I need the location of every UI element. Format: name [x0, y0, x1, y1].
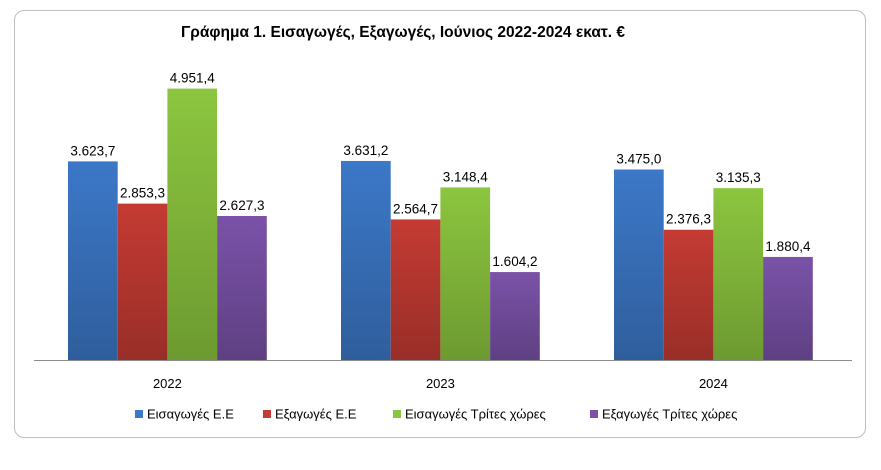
legend-swatch	[393, 410, 401, 418]
bar-2024-series-1	[614, 169, 664, 360]
bar-2022-series-2	[117, 203, 168, 360]
bar-2022-series-4	[217, 215, 267, 360]
legend-swatch	[135, 410, 143, 418]
x-tick-label: 2024	[699, 376, 728, 391]
data-label: 2.564,7	[393, 201, 438, 216]
legend-swatch	[590, 410, 598, 418]
legend-label: Εξαγωγές Ε.Ε	[275, 407, 357, 422]
legend-label: Εισαγωγές Ε.Ε	[147, 407, 234, 422]
data-label: 1.604,2	[492, 254, 537, 269]
x-tick-label: 2022	[153, 376, 182, 391]
bar-2024-series-2	[663, 229, 714, 360]
data-label: 2.853,3	[120, 186, 165, 201]
data-label: 3.135,3	[716, 170, 761, 185]
legend-swatch	[263, 410, 271, 418]
bar-2022-series-1	[68, 161, 118, 360]
legend-label: Εξαγωγές Τρίτες χώρες	[602, 407, 737, 422]
chart-title: Γράφημα 1. Εισαγωγές, Εξαγωγές, Ιούνιος …	[180, 24, 626, 41]
data-label: 3.631,2	[343, 143, 388, 158]
bar-2023-series-3	[440, 187, 491, 360]
data-label: 3.475,0	[616, 152, 661, 167]
bar-2022-series-3	[167, 88, 218, 360]
data-label: 2.627,3	[219, 198, 264, 213]
data-label: 3.623,7	[70, 143, 115, 158]
data-label: 3.148,4	[443, 169, 489, 184]
data-label: 1.880,4	[765, 239, 811, 254]
bar-2023-series-2	[390, 219, 441, 360]
bar-2023-series-1	[341, 160, 391, 360]
bar-2023-series-4	[490, 272, 540, 360]
x-tick-label: 2023	[426, 376, 455, 391]
bar-2024-series-3	[713, 188, 764, 360]
data-label: 2.376,3	[666, 212, 711, 227]
data-label: 4.951,4	[170, 71, 216, 86]
bar-2024-series-4	[763, 256, 813, 360]
legend-label: Εισαγωγές Τρίτες χώρες	[405, 407, 546, 422]
